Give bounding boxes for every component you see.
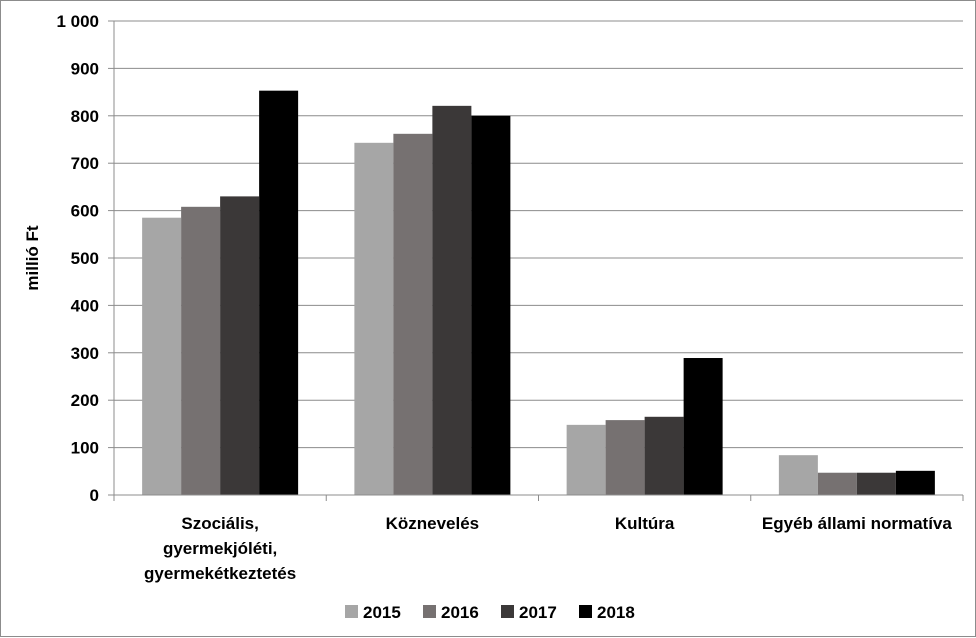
axes — [113, 21, 964, 501]
category-label: Köznevelés — [386, 514, 480, 533]
bar-2015-cat-2 — [566, 424, 606, 495]
y-tick-labels: 0 100 200 300 400 500 600 700 800 900 1 000 — [56, 12, 99, 505]
y-tick-label: 700 — [71, 154, 99, 173]
y-tick-label: 300 — [71, 344, 99, 363]
bar-2015-cat-3 — [778, 455, 818, 495]
bar-2016-cat-2 — [605, 420, 645, 495]
y-axis-title: millió Ft — [23, 225, 42, 291]
category-labels: Szociális, gyermekjóléti, gyermekétkezteté… — [144, 514, 952, 583]
bar-2017-cat-3 — [856, 472, 896, 495]
bar-2018-cat-2 — [683, 358, 723, 495]
y-tick-label: 100 — [71, 439, 99, 458]
bar-2018-cat-0 — [259, 90, 299, 495]
legend-swatch-2016 — [423, 605, 436, 618]
category-label: Kultúra — [615, 514, 675, 533]
category-label: Szociális, — [181, 514, 258, 533]
legend-label: 2016 — [441, 603, 479, 622]
legend-swatch-2017 — [501, 605, 514, 618]
legend-label: 2015 — [363, 603, 401, 622]
bar-2017-cat-1 — [432, 105, 472, 495]
legend-swatch-2015 — [345, 605, 358, 618]
bars — [142, 90, 935, 496]
legend-label: 2017 — [519, 603, 557, 622]
y-tick-label: 0 — [90, 486, 99, 505]
y-tick-label: 1 000 — [56, 12, 99, 31]
y-tick-label: 500 — [71, 249, 99, 268]
legend-swatch-2018 — [579, 605, 592, 618]
bar-2015-cat-1 — [354, 142, 394, 495]
category-label: gyermekjóléti, — [163, 539, 277, 558]
bar-2018-cat-1 — [471, 115, 511, 496]
bar-2016-cat-1 — [393, 133, 433, 495]
y-tick-label: 900 — [71, 59, 99, 78]
bar-2018-cat-3 — [895, 470, 935, 495]
y-tick-label: 200 — [71, 391, 99, 410]
legend: 2015 2016 2017 2018 — [345, 603, 635, 622]
y-tick-label: 800 — [71, 107, 99, 126]
bar-2016-cat-3 — [817, 472, 857, 495]
bar-2016-cat-0 — [181, 206, 221, 496]
category-label: gyermekétkeztetés — [144, 564, 296, 583]
y-tick-label: 600 — [71, 202, 99, 221]
category-label: Egyéb állami normatíva — [762, 514, 952, 533]
bar-2017-cat-0 — [220, 196, 260, 495]
bar-2017-cat-2 — [644, 416, 684, 495]
legend-label: 2018 — [597, 603, 635, 622]
bar-2015-cat-0 — [142, 217, 182, 495]
y-tick-label: 400 — [71, 296, 99, 315]
